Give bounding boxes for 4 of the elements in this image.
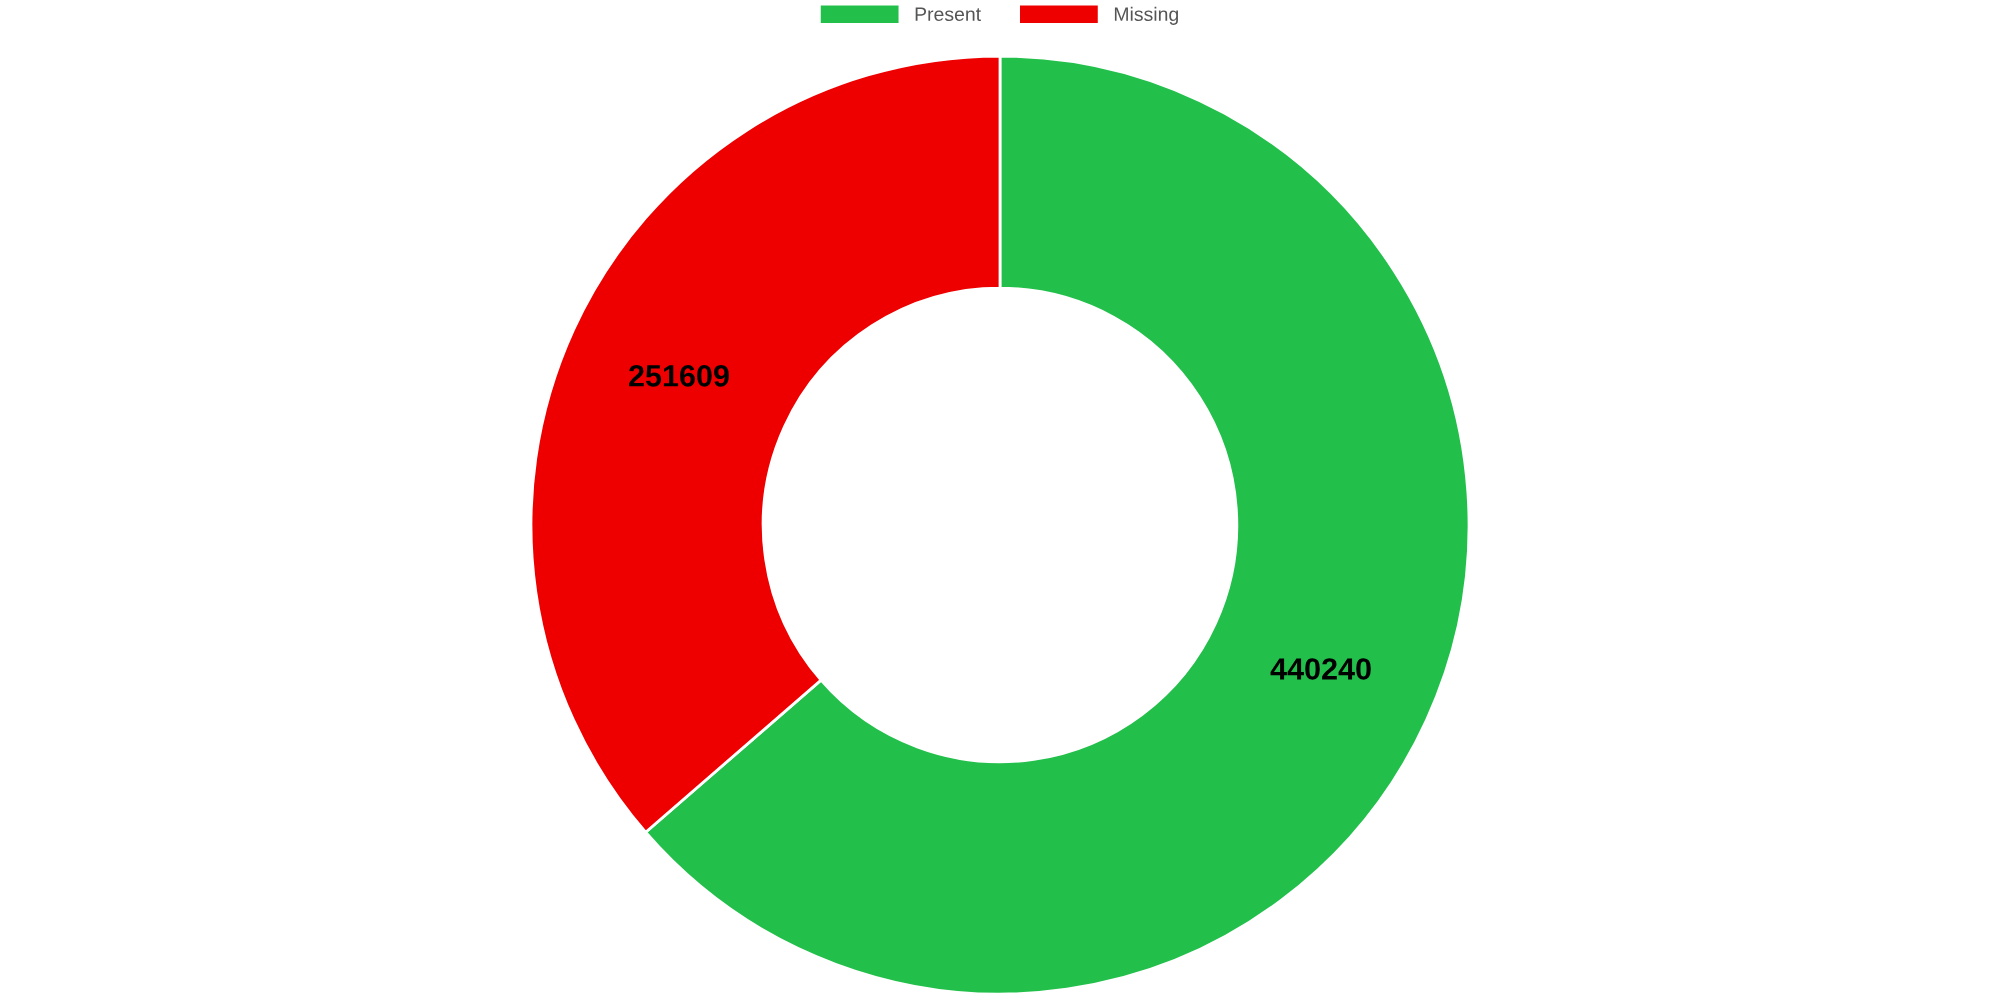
data-label: 251609 — [629, 365, 729, 387]
data-label: 440240 — [1270, 658, 1371, 680]
legend-label: Missing — [1114, 6, 1178, 25]
legend-label: Present — [915, 7, 981, 22]
